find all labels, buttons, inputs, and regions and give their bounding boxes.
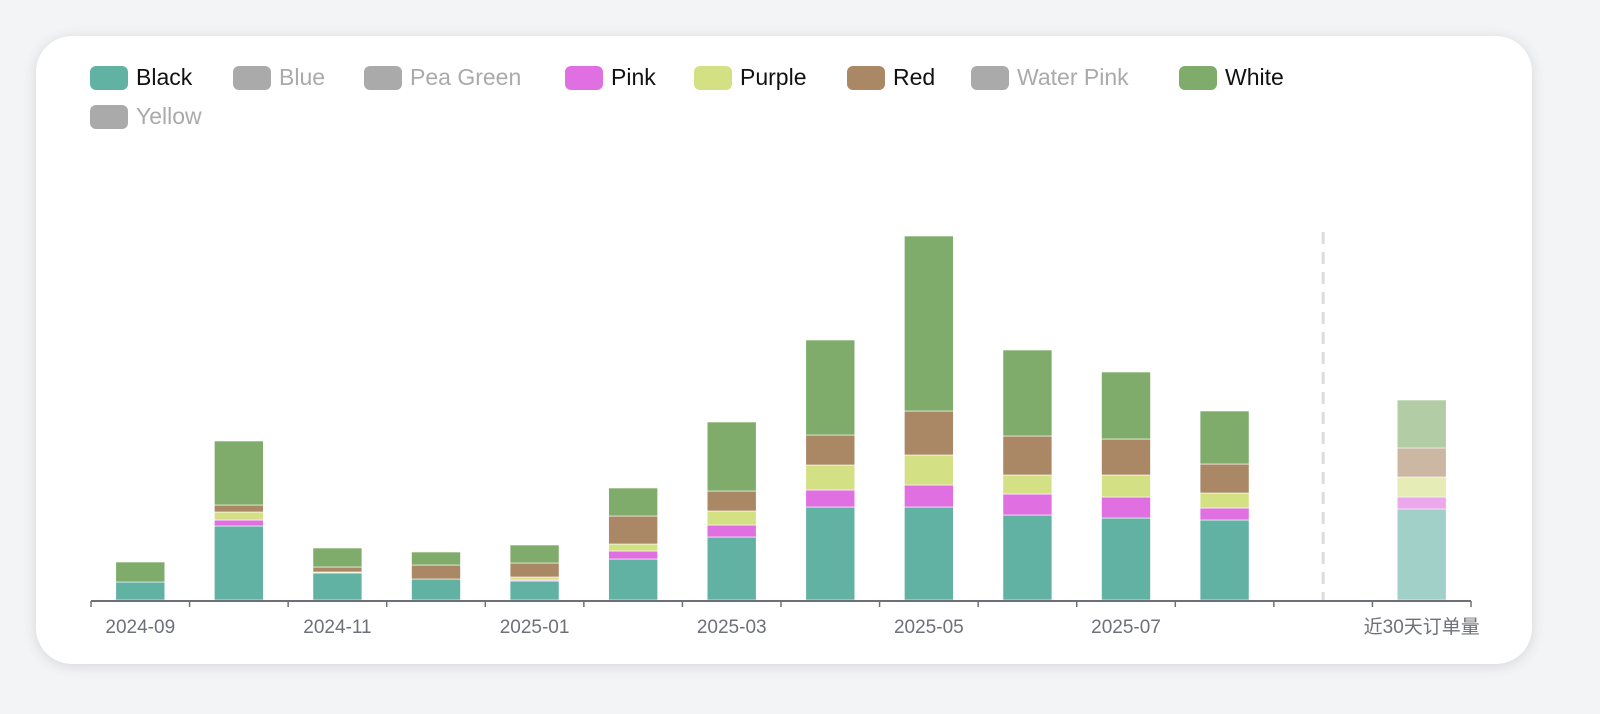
- x-tick-label: 2025-01: [500, 617, 570, 638]
- legend-label: Red: [893, 64, 936, 90]
- bar-segment-red[interactable]: [509, 562, 560, 578]
- bar-segment-red[interactable]: [805, 434, 856, 466]
- bar-segment-red[interactable]: [1101, 438, 1151, 476]
- bar-segment-pink[interactable]: [904, 484, 954, 508]
- bar-segment-white[interactable]: [706, 421, 757, 492]
- legend-swatch: [847, 65, 885, 90]
- legend-swatch: [90, 65, 128, 90]
- legend-item-pink[interactable]: Pink: [565, 64, 656, 91]
- legend-item-blue[interactable]: Blue: [233, 64, 325, 91]
- bar-segment-pink[interactable]: [1396, 496, 1447, 510]
- bar-segment-white[interactable]: [608, 487, 658, 517]
- legend-swatch: [364, 65, 402, 90]
- bar-segment-pink[interactable]: [1199, 507, 1250, 521]
- x-tick-label: 2025-07: [1091, 617, 1161, 638]
- bar-segment-red[interactable]: [214, 504, 264, 513]
- x-tick-label: 近30天订单量: [1364, 616, 1480, 638]
- bar-segment-purple[interactable]: [1396, 476, 1447, 498]
- legend-swatch: [233, 65, 271, 90]
- bar-segment-white[interactable]: [214, 440, 264, 506]
- bar-segment-black[interactable]: [1199, 519, 1250, 601]
- bar-segment-black[interactable]: [411, 578, 461, 601]
- bar-segment-black[interactable]: [1396, 508, 1447, 601]
- legend-swatch: [971, 65, 1009, 90]
- legend-item-red[interactable]: Red: [847, 64, 935, 91]
- bar-segment-purple[interactable]: [805, 464, 856, 491]
- chart-card: [36, 36, 1532, 664]
- bar-segment-black[interactable]: [509, 580, 560, 601]
- bar-segment-black[interactable]: [904, 506, 954, 601]
- bar-segment-white[interactable]: [805, 339, 856, 436]
- bar-segment-red[interactable]: [904, 410, 954, 456]
- bar-segment-black[interactable]: [608, 558, 658, 601]
- legend-swatch: [565, 65, 603, 90]
- bar-segment-black[interactable]: [805, 506, 856, 601]
- x-tick-label: 2025-03: [697, 617, 767, 638]
- legend-item-purple[interactable]: Purple: [694, 64, 806, 91]
- bar-segment-white[interactable]: [115, 561, 166, 583]
- legend-label: Yellow: [136, 103, 202, 129]
- bar-segment-pink[interactable]: [1101, 496, 1151, 519]
- bar-segment-black[interactable]: [706, 536, 757, 601]
- x-tick-label: 2024-11: [303, 617, 371, 638]
- bar-segment-pink[interactable]: [706, 524, 757, 538]
- bar-segment-white[interactable]: [1199, 410, 1250, 465]
- bar-segment-purple[interactable]: [608, 543, 658, 552]
- bar-segment-black[interactable]: [214, 525, 264, 601]
- legend-label: Water Pink: [1017, 64, 1129, 90]
- bar-segment-red[interactable]: [312, 566, 363, 573]
- bar-segment-purple[interactable]: [509, 576, 560, 581]
- bar-segment-purple[interactable]: [1199, 492, 1250, 509]
- bar-segment-red[interactable]: [1199, 463, 1250, 494]
- bar-segment-pink[interactable]: [805, 489, 856, 508]
- legend-swatch: [1179, 65, 1217, 90]
- bar-segment-black[interactable]: [115, 581, 166, 601]
- legend-item-pea-green[interactable]: Pea Green: [364, 64, 521, 91]
- legend-label: Black: [136, 64, 193, 90]
- bar-segment-red[interactable]: [706, 490, 757, 512]
- bar-segment-purple[interactable]: [1002, 474, 1053, 495]
- bar-segment-black[interactable]: [312, 572, 363, 601]
- bar-segment-white[interactable]: [411, 551, 461, 566]
- bar-segment-red[interactable]: [1002, 435, 1053, 476]
- legend-item-black[interactable]: Black: [90, 64, 192, 91]
- legend-item-white[interactable]: White: [1179, 64, 1284, 91]
- bar-segment-pink[interactable]: [608, 550, 658, 560]
- bar-segment-white[interactable]: [1396, 399, 1447, 449]
- legend-label: White: [1225, 64, 1284, 90]
- bar-segment-white[interactable]: [1101, 371, 1151, 440]
- legend-label: Blue: [279, 64, 326, 90]
- bar-segment-white[interactable]: [1002, 349, 1053, 437]
- bar-segment-red[interactable]: [608, 515, 658, 545]
- legend-item-water-pink[interactable]: Water Pink: [971, 64, 1129, 91]
- legend-label: Pea Green: [410, 64, 522, 90]
- legend-item-yellow[interactable]: Yellow: [90, 103, 202, 130]
- bar-segment-purple[interactable]: [706, 510, 757, 526]
- legend-label: Purple: [740, 64, 807, 90]
- bar-segment-pink[interactable]: [214, 519, 264, 527]
- legend-label: Pink: [611, 64, 656, 90]
- bar-segment-purple[interactable]: [214, 511, 264, 521]
- bar-segment-white[interactable]: [904, 235, 954, 412]
- bar-segment-pink[interactable]: [1002, 493, 1053, 516]
- legend-swatch: [694, 65, 732, 90]
- legend-swatch: [90, 104, 128, 129]
- bar-segment-black[interactable]: [1101, 517, 1151, 601]
- bar-segment-white[interactable]: [509, 544, 560, 564]
- x-tick-label: 2025-05: [894, 617, 964, 638]
- bar-segment-purple[interactable]: [904, 454, 954, 486]
- bar-segment-red[interactable]: [1396, 447, 1447, 478]
- bar-segment-black[interactable]: [1002, 514, 1053, 601]
- x-tick-label: 2024-09: [105, 617, 175, 638]
- bar-segment-purple[interactable]: [1101, 474, 1151, 498]
- bar-segment-red[interactable]: [411, 564, 461, 580]
- bar-segment-white[interactable]: [312, 547, 363, 568]
